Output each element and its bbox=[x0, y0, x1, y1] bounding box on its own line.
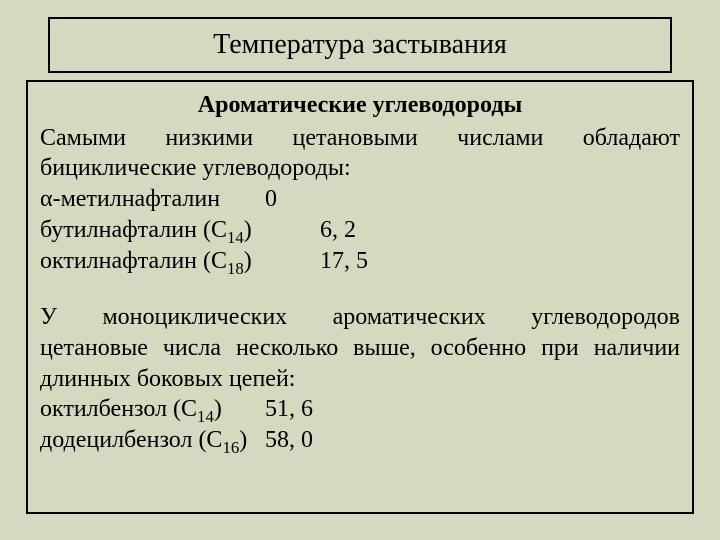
item-name: октилбензол (С14) bbox=[40, 394, 265, 425]
item-value: 6, 2 bbox=[320, 215, 400, 246]
p1-line2: бициклические углеводороды: bbox=[40, 153, 680, 184]
item-value: 0 bbox=[265, 184, 345, 215]
list-item: бутилнафталин (С14) 6, 2 bbox=[40, 215, 680, 246]
slide-title: Температура застывания bbox=[213, 29, 507, 61]
subtitle: Ароматические углеводороды bbox=[40, 90, 680, 121]
item-name: октилнафталин (С18) bbox=[40, 246, 320, 277]
item-value: 51, 6 bbox=[265, 394, 345, 425]
p2-line2: цетановые числа несколько выше, особенно… bbox=[40, 333, 680, 364]
item-name: додецилбензол (С16) bbox=[40, 425, 265, 456]
list-item: додецилбензол (С16) 58, 0 bbox=[40, 425, 680, 456]
body-box: Ароматические углеводороды Самыми низким… bbox=[26, 80, 694, 514]
p1-line1: Самыми низкими цетановыми числами облада… bbox=[40, 123, 680, 154]
spacer bbox=[40, 276, 680, 302]
item-value: 58, 0 bbox=[265, 425, 345, 456]
p2-line3: длинных боковых цепей: bbox=[40, 364, 680, 395]
list-item: α-метилнафталин 0 bbox=[40, 184, 680, 215]
item-value: 17, 5 bbox=[320, 246, 400, 277]
title-box: Температура застывания bbox=[48, 17, 672, 73]
p2-line1: У моноциклических ароматических углеводо… bbox=[40, 302, 680, 333]
item-name: бутилнафталин (С14) bbox=[40, 215, 320, 246]
list-item: октилнафталин (С18) 17, 5 bbox=[40, 246, 680, 277]
list-item: октилбензол (С14) 51, 6 bbox=[40, 394, 680, 425]
item-name: α-метилнафталин bbox=[40, 184, 265, 215]
slide: Температура застывания Ароматические угл… bbox=[0, 0, 720, 540]
